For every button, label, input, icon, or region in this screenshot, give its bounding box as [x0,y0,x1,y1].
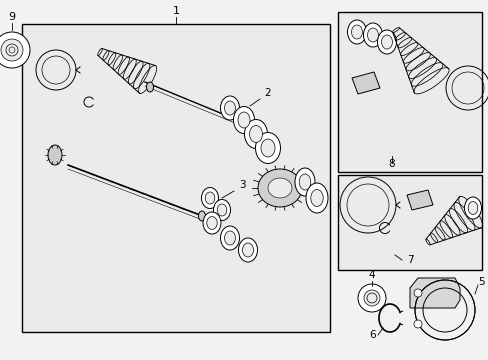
Text: 3: 3 [238,180,245,190]
Ellipse shape [294,168,314,196]
Ellipse shape [224,231,235,245]
Ellipse shape [363,23,382,47]
Ellipse shape [305,183,327,213]
Ellipse shape [146,82,153,92]
Bar [22,24,329,332]
Ellipse shape [381,35,392,49]
Ellipse shape [258,169,302,207]
Circle shape [413,289,421,297]
Text: 1: 1 [172,6,179,16]
Ellipse shape [347,20,366,44]
Ellipse shape [249,126,262,143]
Ellipse shape [267,178,291,198]
Ellipse shape [217,204,226,216]
Ellipse shape [220,96,239,120]
Ellipse shape [220,226,239,250]
Ellipse shape [48,145,62,165]
Circle shape [0,32,30,68]
Ellipse shape [198,211,205,221]
Ellipse shape [367,28,378,42]
Ellipse shape [205,192,214,204]
Ellipse shape [261,139,274,157]
Ellipse shape [255,132,280,163]
Text: 5: 5 [477,277,484,287]
Text: 9: 9 [8,12,16,22]
Ellipse shape [201,188,218,208]
Bar [337,12,481,172]
Ellipse shape [351,25,362,39]
Ellipse shape [377,30,396,54]
Text: 8: 8 [388,159,394,169]
Circle shape [413,320,421,328]
Text: 6: 6 [369,330,376,340]
Ellipse shape [233,107,254,134]
Ellipse shape [206,216,217,230]
Ellipse shape [244,120,267,149]
Text: 2: 2 [264,88,271,98]
Bar [337,175,481,270]
Circle shape [357,284,385,312]
Ellipse shape [299,174,310,190]
Polygon shape [409,278,459,308]
Ellipse shape [464,197,481,219]
Ellipse shape [213,199,230,220]
Ellipse shape [238,112,249,128]
Ellipse shape [467,202,477,215]
Circle shape [1,39,23,61]
Circle shape [363,290,379,306]
Text: 7: 7 [406,255,412,265]
Text: 4: 4 [368,270,375,280]
Ellipse shape [203,212,221,234]
Polygon shape [351,72,379,94]
Ellipse shape [224,101,235,115]
Ellipse shape [310,189,323,207]
Ellipse shape [242,243,253,257]
Ellipse shape [238,238,257,262]
Polygon shape [406,190,432,210]
